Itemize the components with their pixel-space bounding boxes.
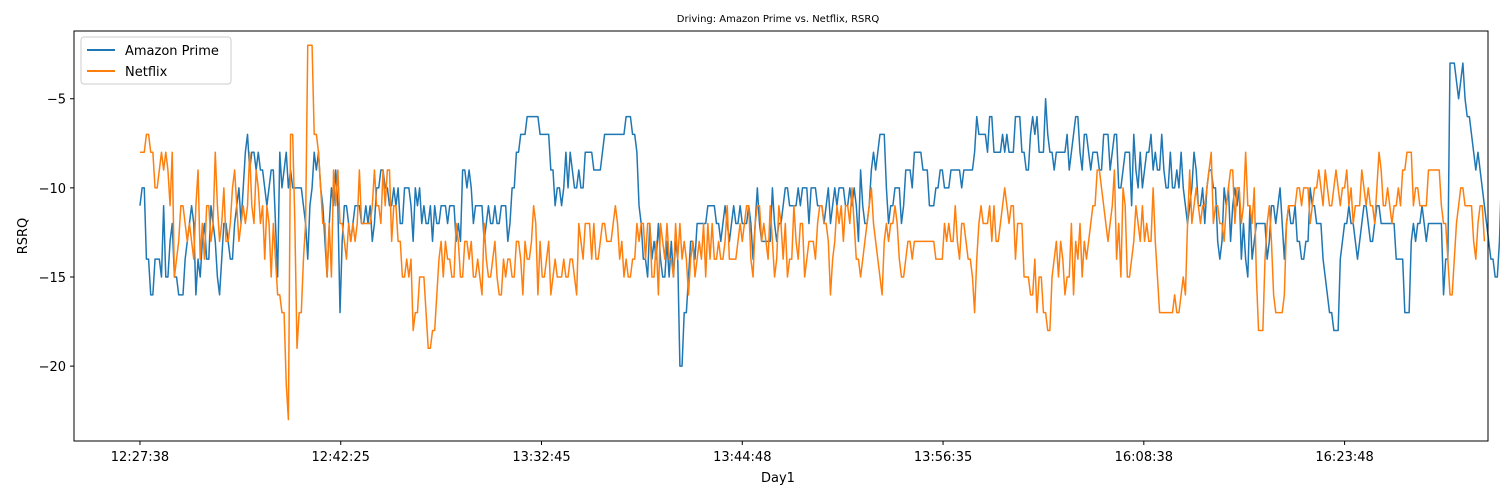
- x-tick-label: 13:56:35: [914, 450, 972, 465]
- x-tick-label: 16:23:48: [1315, 450, 1373, 465]
- legend-box: [80, 36, 232, 85]
- y-axis: −20 −15 −10 −5: [39, 93, 74, 375]
- y-tick-label: −20: [39, 360, 66, 375]
- x-axis: 12:27:38 12:42:25 13:32:45 13:44:48 13:56:35…: [111, 441, 1374, 465]
- series-line-1: [139, 44, 1486, 421]
- x-axis-label: Day1: [761, 471, 795, 486]
- plot-area: [139, 44, 1500, 421]
- chart-title: Driving: Amazon Prime vs. Netflix, RSRQ: [677, 14, 880, 25]
- legend-label: Netflix: [125, 65, 168, 80]
- legend: Amazon Prime Netflix: [80, 36, 232, 85]
- series-line-0: [139, 62, 1500, 367]
- x-tick-label: 16:08:38: [1115, 450, 1173, 465]
- x-tick-label: 13:32:45: [512, 450, 570, 465]
- x-tick-label: 13:44:48: [713, 450, 771, 465]
- y-axis-label: RSRQ: [16, 218, 31, 255]
- legend-label: Amazon Prime: [125, 44, 219, 59]
- y-tick-label: −15: [39, 271, 66, 286]
- plot-frame: [73, 30, 1489, 442]
- y-tick-label: −10: [39, 182, 66, 197]
- y-tick-label: −5: [47, 93, 66, 108]
- x-tick-label: 12:42:25: [312, 450, 370, 465]
- x-tick-label: 12:27:38: [111, 450, 169, 465]
